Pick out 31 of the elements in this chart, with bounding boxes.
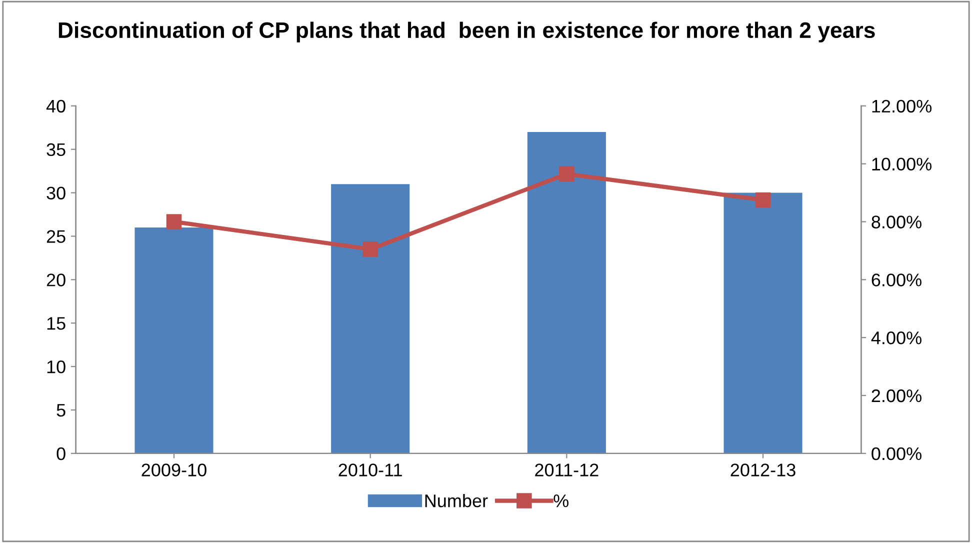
y-tick-label: 5 xyxy=(56,404,66,417)
y-tick-label: 15 xyxy=(47,317,66,330)
bar xyxy=(527,132,606,454)
x-tick-label: 2012-13 xyxy=(730,464,796,476)
legend-label: Number xyxy=(425,494,488,508)
y-tick-label: 0 xyxy=(56,447,66,460)
y-tick-label: 25 xyxy=(46,230,66,243)
y-tick-label: 40 xyxy=(46,100,66,113)
point xyxy=(362,242,378,257)
x-tick-label: 2009-10 xyxy=(142,464,206,476)
point xyxy=(755,192,771,208)
y-tick-label: 30 xyxy=(46,186,66,200)
x-tick-label: 2011-12 xyxy=(535,464,598,476)
y2-tick-label: 6.00% xyxy=(872,274,922,286)
x-tick-label: 2010-11 xyxy=(338,464,402,476)
bar xyxy=(134,228,214,454)
y2-tick-label: 4.00% xyxy=(871,332,922,344)
y-tick-label: 20 xyxy=(46,274,66,286)
y-tick-label: 10 xyxy=(47,360,66,374)
y2-tick-label: 10.00% xyxy=(872,158,932,171)
point xyxy=(166,214,182,230)
chart-title: Discontinuation of CP plans that had been in existence for more than 2 years xyxy=(58,22,875,42)
bar xyxy=(724,192,802,454)
point xyxy=(559,166,574,182)
y2-tick-label: 12.00% xyxy=(872,100,932,113)
y2-tick-label: 8.00% xyxy=(872,216,922,228)
y2-tick-label: 0.00% xyxy=(872,447,922,460)
bar xyxy=(331,184,410,454)
y-tick-label: 35 xyxy=(46,143,66,156)
y2-tick-label: 2.00% xyxy=(872,389,922,402)
legend-label: % xyxy=(554,494,568,508)
